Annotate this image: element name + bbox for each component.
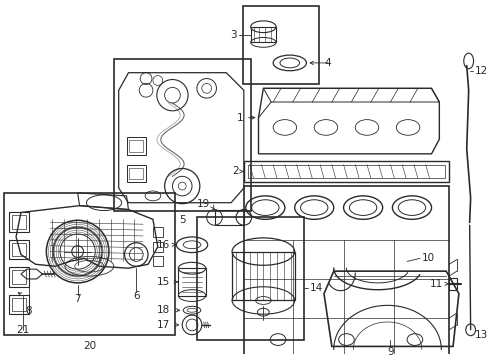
Text: 3: 3 — [230, 30, 237, 40]
Text: 15: 15 — [157, 277, 170, 287]
Bar — [129, 140, 143, 152]
Bar — [12, 270, 26, 284]
Text: 21: 21 — [16, 325, 29, 335]
Bar — [244, 161, 448, 182]
Bar — [114, 59, 250, 211]
Bar — [9, 212, 29, 232]
Text: 9: 9 — [386, 347, 393, 357]
Text: 2: 2 — [232, 166, 239, 176]
Text: 18: 18 — [157, 305, 170, 315]
Text: 5: 5 — [179, 215, 185, 225]
Text: 12: 12 — [473, 66, 487, 76]
Bar — [153, 256, 163, 266]
Bar — [250, 27, 276, 42]
Bar — [9, 240, 29, 260]
Text: 11: 11 — [429, 279, 442, 289]
Bar — [247, 165, 444, 178]
Bar — [12, 297, 26, 311]
Text: 16: 16 — [157, 240, 170, 250]
Bar — [9, 267, 29, 287]
Text: 1: 1 — [237, 113, 244, 123]
Bar — [12, 243, 26, 256]
Bar — [232, 252, 294, 301]
Bar — [126, 165, 146, 182]
Text: 6: 6 — [133, 291, 140, 301]
Text: 17: 17 — [157, 320, 170, 330]
Bar — [129, 167, 143, 179]
Bar — [448, 278, 456, 290]
Bar — [214, 210, 244, 225]
Text: 20: 20 — [82, 341, 96, 351]
Bar — [197, 217, 304, 339]
Bar — [178, 268, 205, 296]
Bar — [153, 227, 163, 237]
Bar — [243, 6, 319, 85]
Text: 19: 19 — [196, 199, 209, 209]
Bar — [4, 193, 175, 335]
Bar — [153, 242, 163, 252]
Text: 10: 10 — [421, 253, 434, 264]
Bar — [12, 215, 26, 229]
Bar — [9, 294, 29, 314]
Bar — [126, 137, 146, 155]
Text: 13: 13 — [473, 330, 487, 340]
Text: 4: 4 — [324, 58, 330, 68]
Text: 14: 14 — [310, 283, 323, 293]
Bar — [244, 186, 448, 357]
Text: 7: 7 — [74, 293, 81, 303]
Text: 8: 8 — [25, 306, 32, 316]
